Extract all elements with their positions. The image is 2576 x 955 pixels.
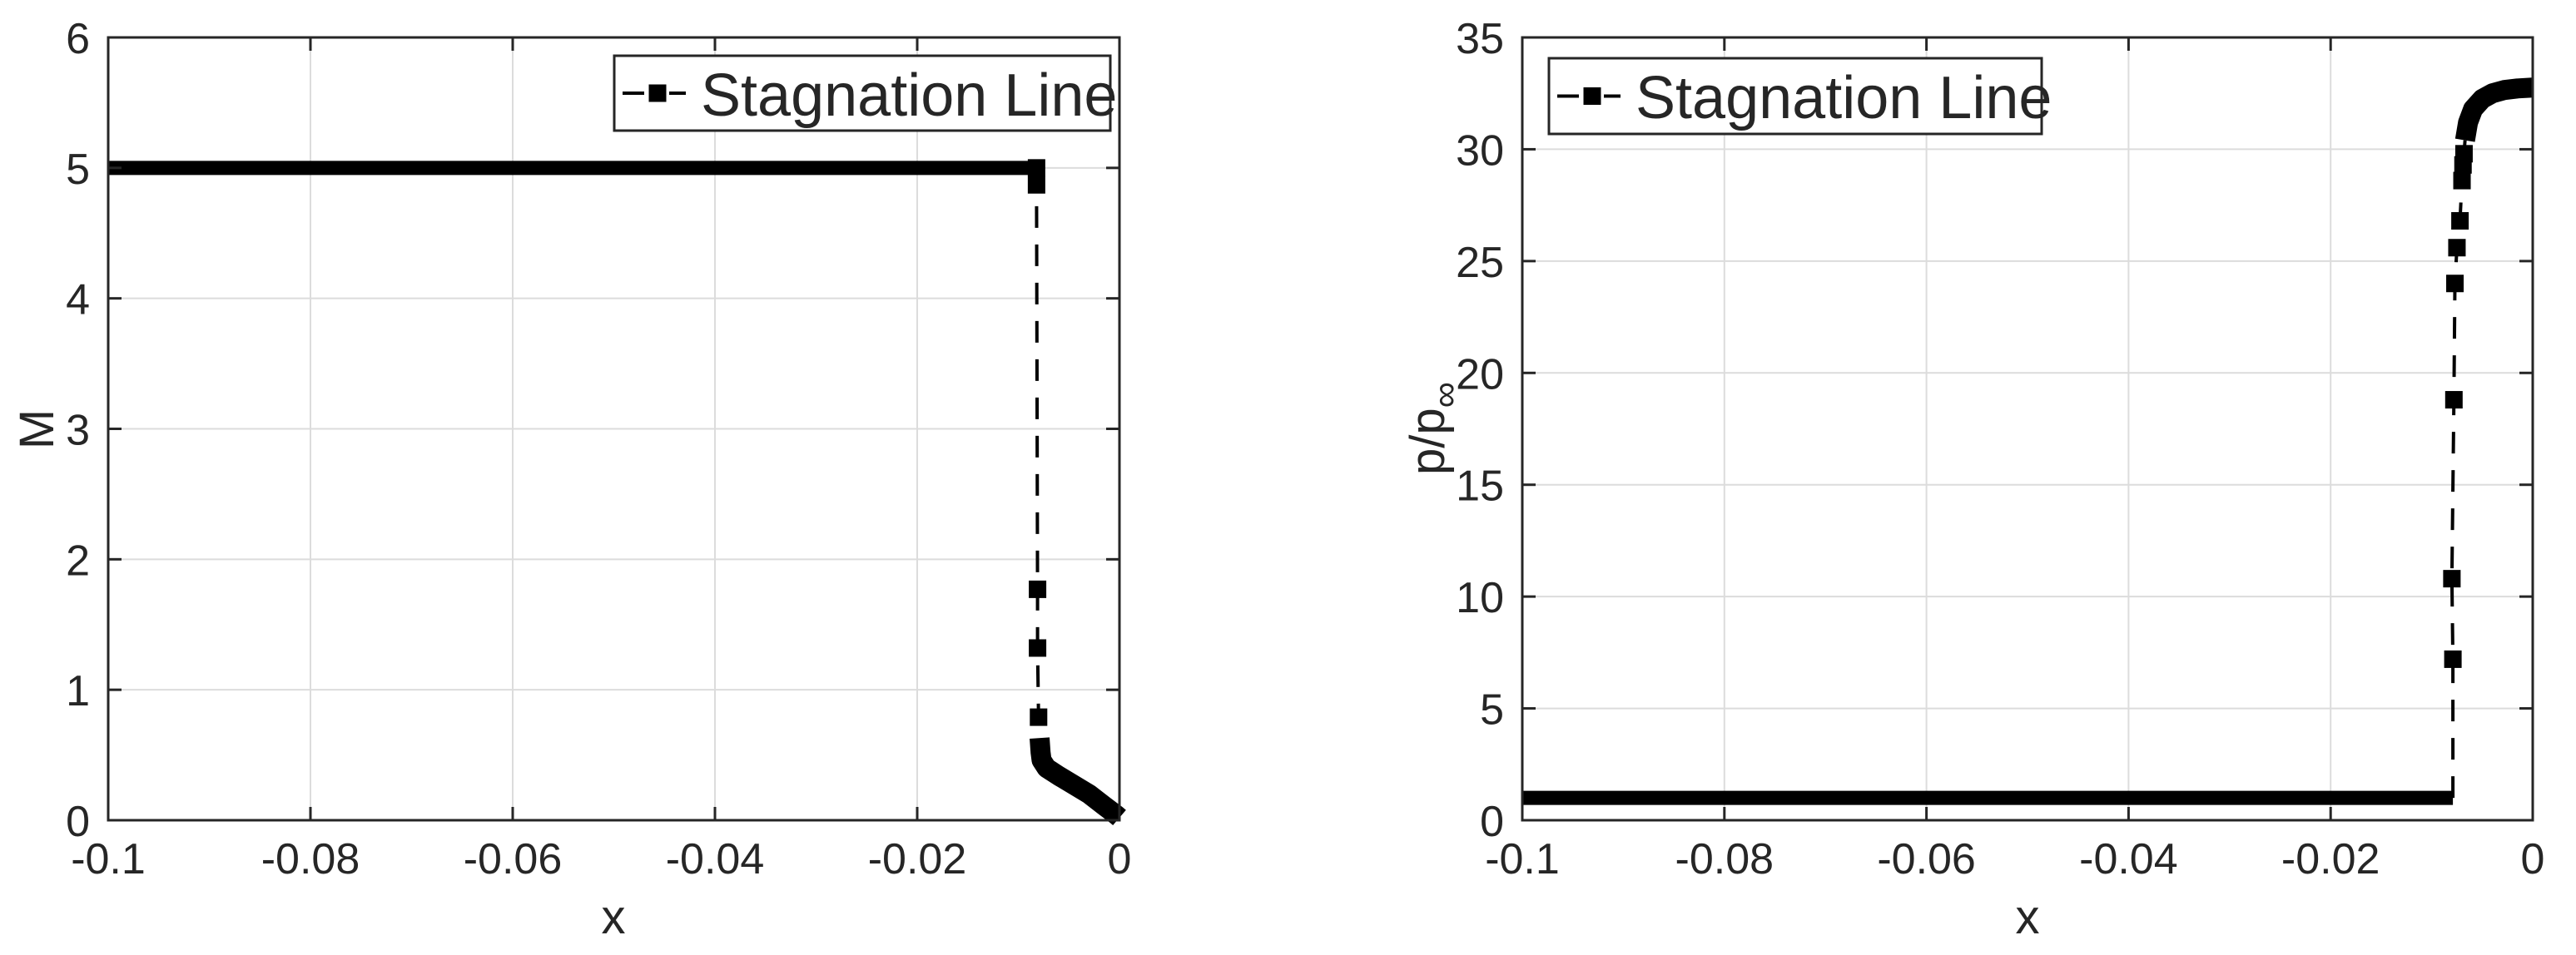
x-tick-label: -0.04 bbox=[666, 835, 765, 883]
x-tick-label: -0.1 bbox=[71, 835, 146, 883]
legend-label: Stagnation Line bbox=[1635, 65, 2052, 131]
y-tick-label: 3 bbox=[66, 407, 90, 455]
legend-box bbox=[613, 54, 1112, 132]
series-square-marker bbox=[2454, 145, 2473, 163]
series-stagnation-line bbox=[108, 159, 1127, 825]
series-square-marker bbox=[2444, 650, 2462, 668]
series-square-marker bbox=[1027, 176, 1045, 194]
mach-plot: -0.1 -0.08 -0.06 -0.04 -0.02 0 0 1 2 3 4 5 6 x M Stagna… bbox=[10, 15, 1131, 944]
legend-square-marker-icon bbox=[1583, 87, 1601, 105]
y-tick-label: 6 bbox=[66, 15, 90, 63]
x-tick-label: -0.02 bbox=[2281, 835, 2380, 883]
series-square-marker bbox=[2444, 391, 2463, 409]
legend: Stagnation Line bbox=[1547, 57, 2052, 136]
x-tick-label: -0.06 bbox=[464, 835, 563, 883]
y-tick-label: 35 bbox=[1456, 15, 1504, 63]
series-square-marker bbox=[2453, 171, 2471, 190]
pressure-plot: -0.1 -0.08 -0.06 -0.04 -0.02 0 0 5 10 15 20 25 30 35 x… bbox=[1401, 15, 2544, 944]
y-tick-label: 15 bbox=[1456, 463, 1504, 511]
y-tick-label: 4 bbox=[66, 276, 90, 324]
series-square-marker bbox=[1027, 159, 1045, 177]
legend-square-marker-icon bbox=[648, 84, 667, 102]
series-square-marker bbox=[2446, 275, 2464, 293]
series-square-marker bbox=[1030, 708, 1048, 726]
x-axis-label: x bbox=[602, 890, 626, 944]
legend: Stagnation Line bbox=[613, 54, 1117, 132]
y-tick-label: 2 bbox=[66, 537, 90, 585]
tick-marks bbox=[1521, 36, 2534, 822]
y-tick-label: 30 bbox=[1456, 126, 1504, 175]
x-tick-label: -0.08 bbox=[1675, 835, 1774, 883]
x-tick-label: -0.06 bbox=[1877, 835, 1976, 883]
y-tick-label: 20 bbox=[1456, 350, 1504, 398]
axes-box bbox=[1521, 36, 2534, 822]
gridlines bbox=[108, 37, 1119, 820]
series-thick-segment bbox=[1030, 737, 1127, 825]
gridlines bbox=[1522, 37, 2533, 820]
legend-box bbox=[1547, 57, 2043, 136]
series-square-marker bbox=[1029, 580, 1047, 598]
y-tick-label: 0 bbox=[1480, 798, 1504, 846]
series-square-marker bbox=[2448, 239, 2466, 257]
x-axis-label: x bbox=[2016, 890, 2040, 944]
x-tick-label: -0.08 bbox=[261, 835, 360, 883]
legend-label: Stagnation Line bbox=[701, 62, 1117, 129]
y-tick-label: 10 bbox=[1456, 574, 1504, 622]
y-tick-label: 0 bbox=[66, 798, 90, 846]
y-axis-label: M bbox=[10, 409, 64, 449]
series-square-marker bbox=[2451, 211, 2469, 230]
series-thick-segment bbox=[2454, 77, 2534, 142]
y-tick-label: 1 bbox=[66, 667, 90, 715]
x-tick-label: 0 bbox=[1108, 835, 1132, 883]
x-tick-label: 0 bbox=[2521, 835, 2545, 883]
series-square-marker bbox=[2443, 570, 2461, 588]
x-tick-label: -0.02 bbox=[868, 835, 967, 883]
series-stagnation-line bbox=[1522, 77, 2534, 805]
y-tick-label: 25 bbox=[1456, 239, 1504, 287]
tick-marks bbox=[107, 36, 1121, 822]
series-square-marker bbox=[1029, 639, 1047, 657]
y-tick-label: 5 bbox=[66, 146, 90, 194]
y-tick-label: 5 bbox=[1480, 686, 1504, 735]
y-axis-label: p/p∞ bbox=[1401, 382, 1466, 475]
x-tick-label: -0.04 bbox=[2079, 835, 2178, 883]
x-tick-label: -0.1 bbox=[1485, 835, 1560, 883]
